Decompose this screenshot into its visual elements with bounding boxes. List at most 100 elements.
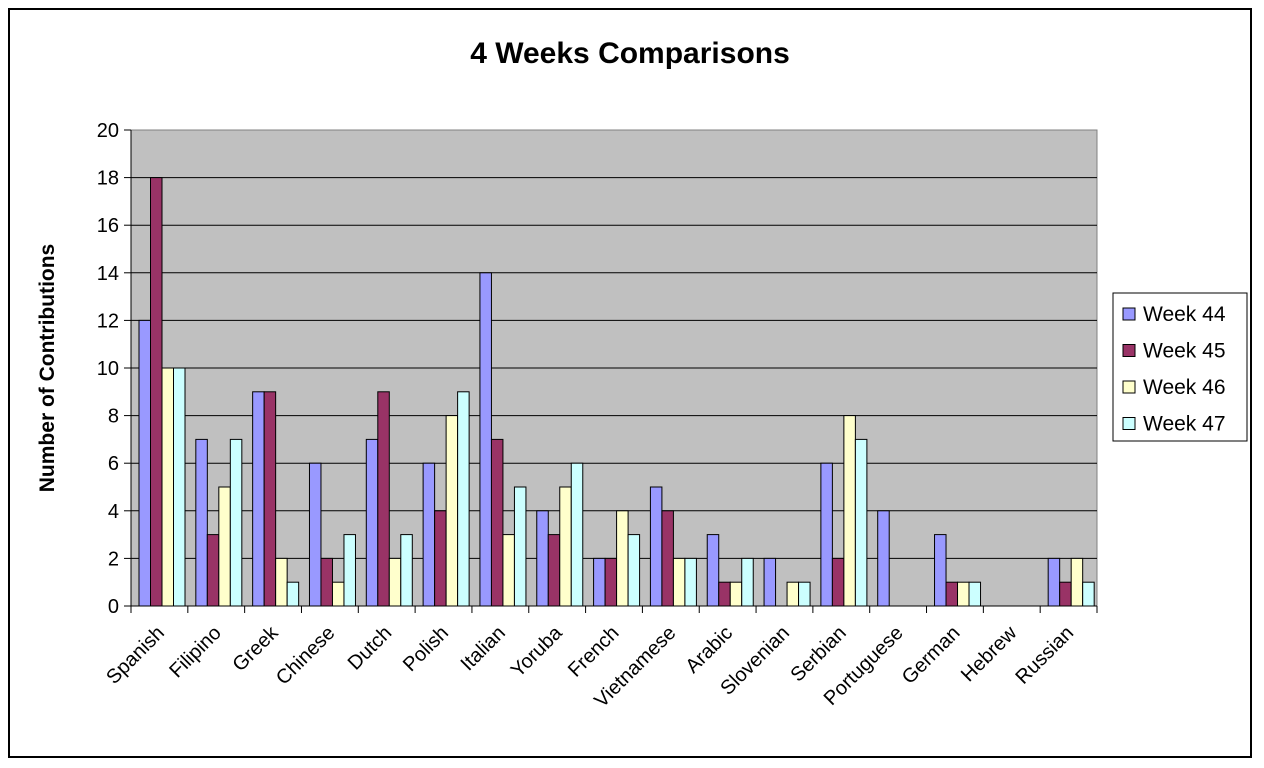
bar-week-45-italian [490, 438, 504, 607]
x-tick-label: Dutch [344, 622, 397, 675]
bar-week-46-polish [445, 415, 459, 607]
y-tick-label: 4 [108, 501, 119, 523]
legend-swatch [1122, 344, 1136, 357]
y-tick-label: 16 [97, 215, 119, 237]
bar-week-46-chinese [331, 581, 345, 607]
x-tick-label: Arabic [682, 622, 738, 678]
bar-week-44-dutch [365, 438, 379, 607]
bar-week-45-dutch [377, 391, 390, 607]
bar-week-46-yoruba [559, 486, 572, 607]
y-tick-label: 10 [97, 358, 119, 380]
bar-week-44-portuguese [877, 510, 890, 607]
bar-week-44-spanish [138, 319, 151, 607]
bar-week-44-filipino [195, 438, 208, 607]
bar-week-46-french [616, 510, 629, 607]
y-tick-label: 18 [97, 168, 119, 190]
gridlines [131, 177, 1097, 559]
bar-week-47-russian [1082, 581, 1095, 607]
bar-week-45-filipino [206, 534, 220, 607]
x-tick-label: Filipino [165, 622, 225, 682]
bar-week-45-french [604, 557, 618, 607]
bar-week-45-vietnamese [661, 510, 674, 607]
y-tick-label: 6 [108, 453, 119, 475]
x-tick-label: German [898, 622, 965, 689]
y-tick-labels: 0 2 4 6 8 10 12 14 16 18 20 [97, 120, 119, 618]
bar-week-44-french [593, 557, 606, 607]
x-tick-label: Greek [229, 621, 284, 676]
bar-week-44-italian [479, 272, 492, 607]
bar-week-47-polish [457, 391, 470, 607]
legend-label: Week 46 [1143, 376, 1226, 399]
legend-swatch [1122, 417, 1136, 430]
bar-week-45-german [945, 581, 959, 607]
bar-week-46-spanish [161, 367, 174, 607]
bar-week-47-greek [286, 581, 300, 607]
x-tick-label: Polish [399, 622, 453, 676]
legend-label: Week 44 [1143, 303, 1226, 326]
y-tick-label: 14 [97, 263, 119, 285]
bar-week-47-serbian [854, 438, 868, 607]
bar-week-44-yoruba [536, 510, 549, 607]
y-tick-label: 12 [97, 310, 119, 332]
bar-week-45-arabic [718, 581, 731, 607]
x-tick-label: Russian [1011, 622, 1078, 689]
bar-week-46-russian [1070, 557, 1084, 607]
bar-week-46-greek [275, 557, 288, 607]
bar-week-45-greek [263, 391, 277, 607]
bar-week-44-polish [422, 462, 436, 607]
x-tick-label: Italian [457, 622, 510, 675]
bar-week-45-russian [1059, 581, 1072, 607]
bar-week-44-arabic [706, 534, 720, 607]
bar-week-45-spanish [150, 177, 163, 607]
bar-week-46-filipino [218, 486, 231, 607]
bar-week-47-german [968, 581, 982, 607]
bar-week-47-italian [513, 486, 527, 607]
bar-week-44-russian [1047, 557, 1061, 607]
bar-week-44-chinese [308, 462, 322, 607]
bar-week-47-yoruba [570, 462, 584, 607]
bar-week-46-german [957, 581, 970, 607]
bar-week-47-dutch [400, 534, 413, 607]
y-axis-label: Number of Contributions [36, 244, 59, 492]
bar-week-47-chinese [343, 534, 356, 607]
x-tick-label: Spanish [102, 622, 169, 689]
bar-week-46-arabic [729, 581, 743, 607]
bar-week-44-german [934, 534, 947, 607]
bar-week-47-spanish [173, 367, 186, 607]
legend: Week 44 Week 45 Week 46 Week 47 [1112, 292, 1248, 442]
x-tick-label: Chinese [272, 622, 339, 689]
bars [138, 177, 1095, 607]
bar-week-47-french [627, 534, 641, 607]
bar-week-46-serbian [843, 415, 856, 607]
legend-swatch [1122, 380, 1136, 394]
y-tick-label: 0 [108, 596, 119, 618]
bar-week-45-chinese [320, 557, 333, 607]
bar-week-47-vietnamese [684, 557, 697, 607]
bar-week-46-dutch [388, 557, 402, 607]
bar-week-44-slovenian [763, 557, 777, 607]
bar-week-47-arabic [741, 557, 754, 607]
x-tick-label: Yoruba [507, 621, 567, 681]
bar-week-46-slovenian [786, 581, 800, 607]
bar-week-45-polish [434, 510, 447, 607]
y-tick-label: 2 [108, 548, 119, 570]
legend-swatch [1122, 307, 1136, 321]
bar-week-45-serbian [831, 557, 845, 607]
bar-week-46-italian [502, 534, 515, 607]
bar-week-47-slovenian [798, 581, 811, 607]
bar-week-46-vietnamese [672, 557, 686, 607]
axes [124, 129, 1098, 613]
bar-week-44-greek [252, 391, 265, 607]
legend-label: Week 47 [1143, 413, 1226, 436]
bar-week-44-serbian [820, 462, 833, 607]
bar-week-45-yoruba [547, 534, 561, 607]
bar-week-47-filipino [229, 438, 243, 607]
chart-title: 4 Weeks Comparisons [470, 37, 790, 70]
y-tick-label: 20 [97, 120, 119, 142]
legend-label: Week 45 [1143, 340, 1226, 363]
bar-week-44-vietnamese [649, 486, 663, 607]
y-tick-label: 8 [108, 406, 119, 428]
x-tick-label: Hebrew [957, 622, 1022, 687]
